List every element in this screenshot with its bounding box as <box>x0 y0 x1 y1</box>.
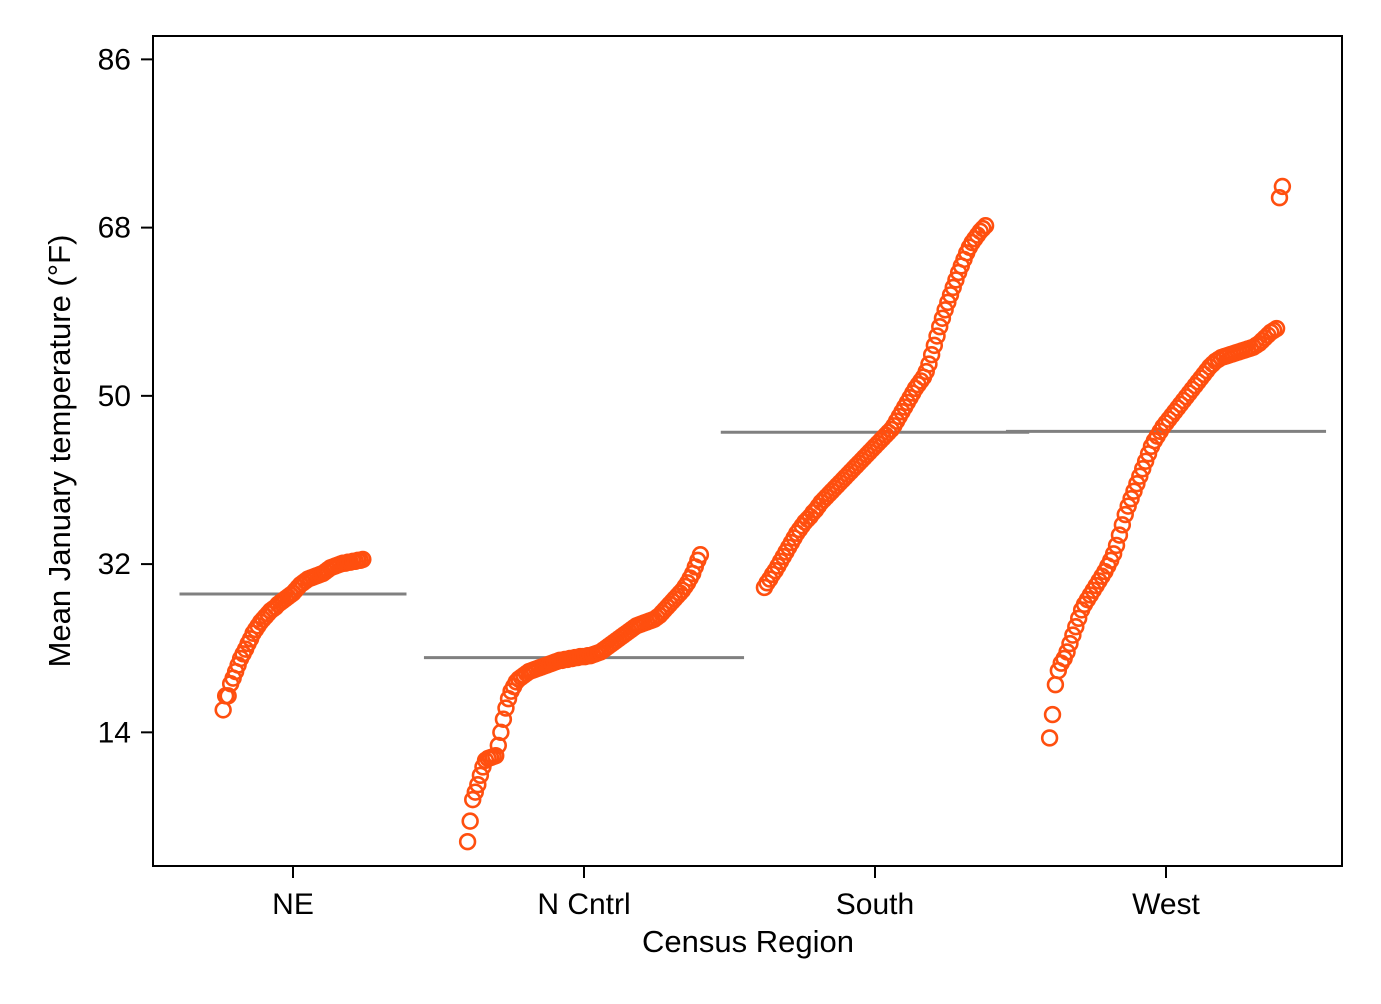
data-point <box>1122 489 1140 508</box>
data-point <box>458 832 477 851</box>
data-point <box>1131 467 1149 485</box>
data-point <box>917 362 935 381</box>
data-point <box>466 783 484 801</box>
data-point <box>1043 705 1062 724</box>
y-tick-label: 86 <box>98 43 131 76</box>
data-point <box>933 309 952 327</box>
data-point <box>1113 516 1132 534</box>
data-point <box>497 699 515 717</box>
data-point <box>1116 505 1134 524</box>
y-axis: 14 32 50 68 86 <box>98 43 153 749</box>
data-point <box>1046 675 1065 694</box>
y-tick-label: 50 <box>98 380 131 413</box>
x-tick-label: N Cntrl <box>537 888 630 921</box>
data-point <box>1069 609 1088 628</box>
data-point <box>494 710 513 728</box>
data-point <box>1128 475 1146 493</box>
data-point <box>1067 618 1085 636</box>
data-point <box>939 293 957 312</box>
data-point <box>691 546 710 564</box>
data-point <box>214 701 232 719</box>
data-point <box>971 222 989 241</box>
x-tick-label: South <box>836 888 914 921</box>
data-point <box>1136 452 1155 470</box>
data-point <box>1267 319 1286 338</box>
data-point <box>974 219 992 238</box>
data-point <box>1064 626 1082 644</box>
data-point <box>461 812 479 830</box>
data-point <box>1061 634 1079 653</box>
x-tick-label: West <box>1132 888 1200 921</box>
data-point <box>487 747 505 765</box>
data-point <box>920 355 938 373</box>
data-point <box>1134 460 1152 478</box>
data-point <box>1107 536 1126 555</box>
data-point <box>936 301 954 319</box>
data-point <box>931 317 949 336</box>
data-point <box>1110 526 1129 544</box>
data-point <box>464 790 482 809</box>
data-point <box>976 217 995 235</box>
data-point <box>922 346 941 364</box>
x-axis-title: Census Region <box>642 924 854 959</box>
data-point <box>354 550 372 569</box>
data-point <box>469 775 487 794</box>
y-tick-label: 32 <box>98 548 131 581</box>
data-point <box>1270 189 1289 207</box>
data-point <box>944 278 962 297</box>
data-point <box>1058 643 1076 661</box>
data-point <box>912 372 930 390</box>
data-point <box>1040 729 1059 747</box>
y-axis-title: Mean January temperature (°F) <box>42 235 77 668</box>
data-point <box>219 687 237 705</box>
data-point <box>471 766 490 785</box>
x-tick-label: NE <box>272 888 314 921</box>
data-point <box>925 336 944 355</box>
mean-lines <box>179 429 1327 660</box>
data-point <box>1125 482 1143 500</box>
data-point <box>1273 177 1292 196</box>
x-axis: NE N Cntrl South West <box>272 866 1201 921</box>
data-point <box>1104 545 1123 563</box>
y-tick-label: 14 <box>98 716 131 749</box>
plot-frame <box>152 35 1343 867</box>
data-point <box>941 286 960 304</box>
data-points <box>214 177 1292 851</box>
data-point <box>928 327 946 345</box>
data-point <box>1119 497 1137 515</box>
y-tick-label: 68 <box>98 212 131 245</box>
